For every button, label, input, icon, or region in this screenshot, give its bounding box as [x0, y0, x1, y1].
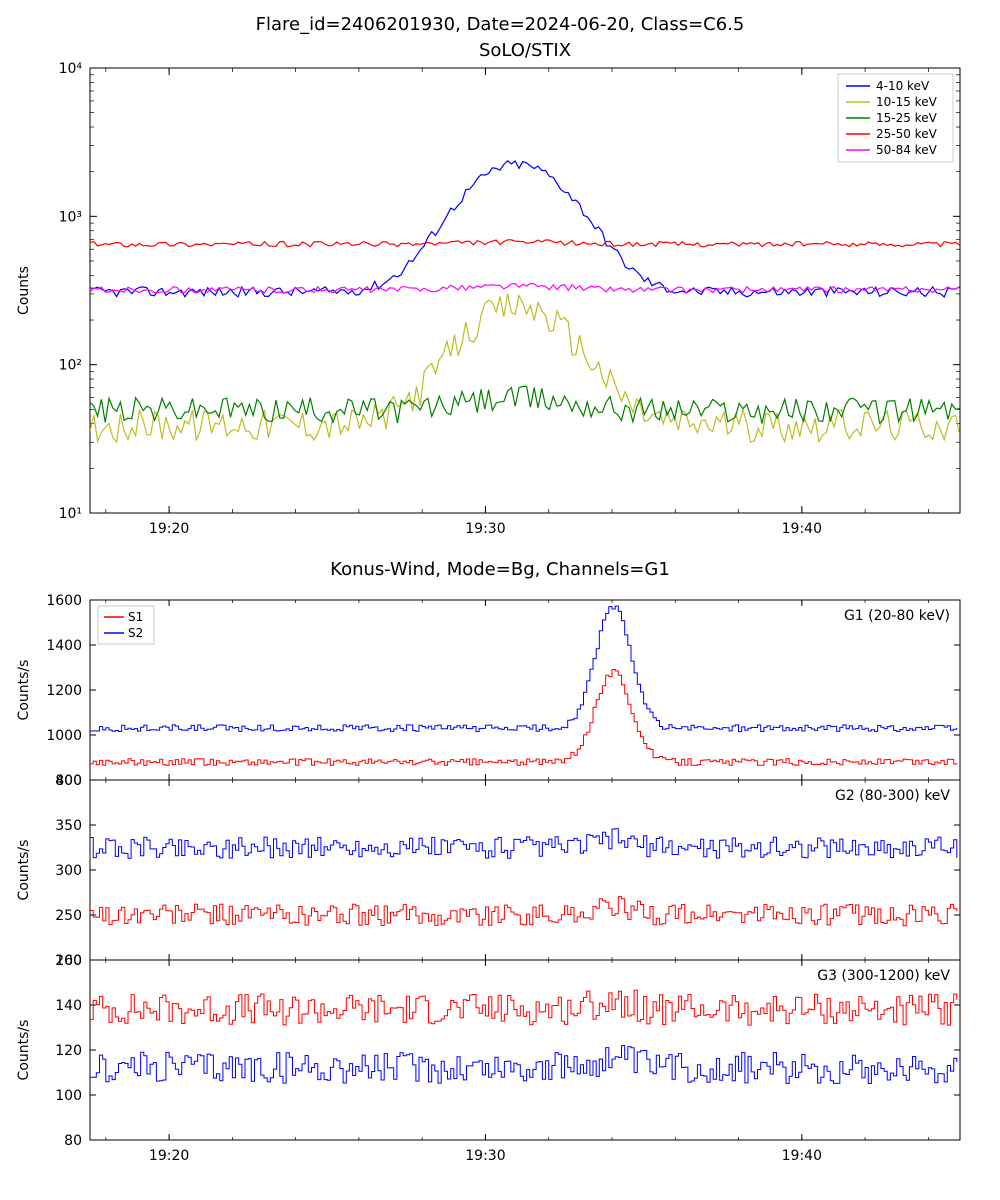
- stix-ytick: 10²: [59, 358, 82, 374]
- stix-ytick: 10³: [59, 209, 82, 225]
- konus-ytick: 1200: [46, 683, 82, 699]
- konus-frame: [90, 600, 960, 780]
- konus-series: [90, 897, 957, 926]
- konus-ytick: 120: [55, 1043, 82, 1059]
- konus-panel-label: G2 (80-300) keV: [835, 788, 950, 804]
- konus-ytick: 300: [55, 863, 82, 879]
- konus-ytick: 1400: [46, 638, 82, 654]
- konus-ylabel: Counts/s: [16, 660, 32, 721]
- stix-legend-item: 25-50 keV: [876, 127, 938, 141]
- stix-series: [90, 294, 959, 442]
- stix-xtick: 19:30: [465, 521, 505, 537]
- konus-ytick: 80: [64, 1133, 82, 1149]
- konus-legend-item: S1: [128, 610, 143, 624]
- konus-ytick: 100: [55, 1088, 82, 1104]
- konus-frame: [90, 780, 960, 960]
- konus-xtick: 19:30: [465, 1148, 505, 1164]
- stix-series: [90, 386, 959, 423]
- konus-ytick: 400: [55, 773, 82, 789]
- konus-series: [90, 670, 957, 766]
- chart-svg: Flare_id=2406201930, Date=2024-06-20, Cl…: [0, 0, 1000, 1200]
- stix-xtick: 19:20: [149, 521, 189, 537]
- konus-ytick: 350: [55, 818, 82, 834]
- main-title: Flare_id=2406201930, Date=2024-06-20, Cl…: [256, 14, 745, 35]
- stix-series: [90, 161, 959, 297]
- stix-title: SoLO/STIX: [479, 40, 571, 61]
- konus-panel-label: G1 (20-80 keV): [844, 608, 950, 624]
- konus-ytick: 250: [55, 908, 82, 924]
- konus-ytick: 140: [55, 998, 82, 1014]
- konus-xtick: 19:20: [149, 1148, 189, 1164]
- konus-series: [90, 606, 957, 732]
- konus-legend-item: S2: [128, 626, 143, 640]
- chart-container: Flare_id=2406201930, Date=2024-06-20, Cl…: [0, 0, 1000, 1200]
- stix-ytick: 10¹: [59, 506, 82, 522]
- konus-ylabel: Counts/s: [16, 840, 32, 901]
- stix-legend-item: 15-25 keV: [876, 111, 938, 125]
- stix-legend-item: 50-84 keV: [876, 143, 938, 157]
- konus-ytick: 1000: [46, 728, 82, 744]
- konus-frame: [90, 960, 960, 1140]
- stix-legend-item: 10-15 keV: [876, 95, 938, 109]
- konus-ytick: 160: [55, 953, 82, 969]
- konus-series: [90, 1046, 957, 1084]
- konus-legend-box: [98, 606, 154, 644]
- konus-panel-label: G3 (300-1200) keV: [817, 968, 950, 984]
- konus-series: [90, 829, 957, 859]
- konus-title: Konus-Wind, Mode=Bg, Channels=G1: [330, 559, 670, 580]
- konus-xtick: 19:40: [782, 1148, 822, 1164]
- stix-xtick: 19:40: [782, 521, 822, 537]
- konus-ylabel: Counts/s: [16, 1020, 32, 1081]
- stix-legend-item: 4-10 keV: [876, 79, 930, 93]
- konus-series: [90, 990, 957, 1025]
- stix-series: [90, 240, 959, 247]
- stix-ylabel: Counts: [16, 266, 32, 315]
- stix-ytick: 10⁴: [59, 61, 83, 77]
- konus-ytick: 1600: [46, 593, 82, 609]
